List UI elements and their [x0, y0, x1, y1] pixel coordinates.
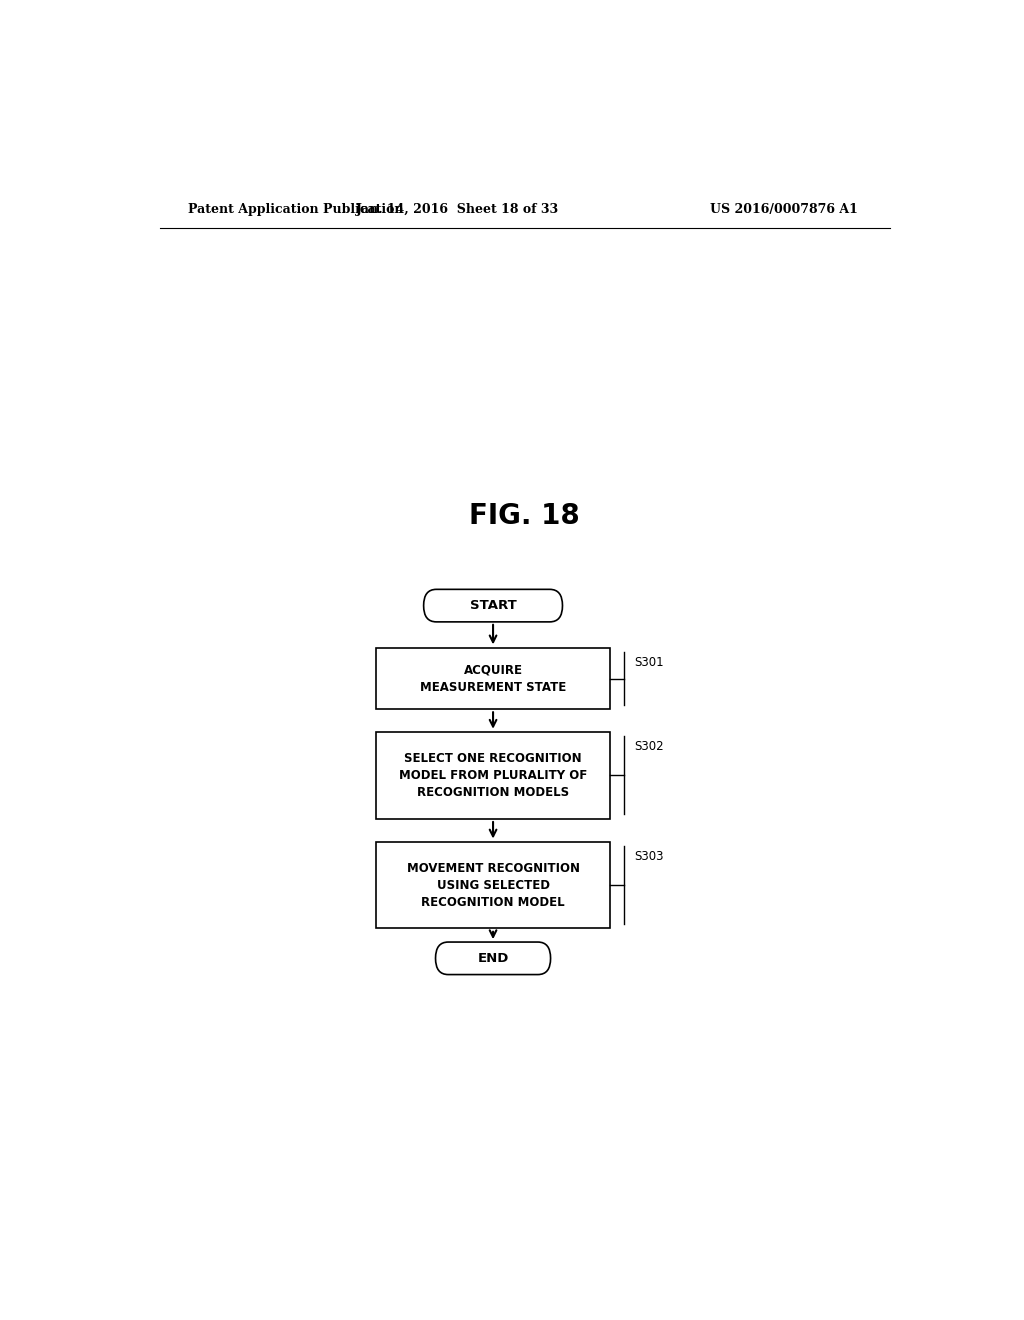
FancyBboxPatch shape	[376, 733, 610, 818]
Text: US 2016/0007876 A1: US 2016/0007876 A1	[711, 203, 858, 215]
Text: END: END	[477, 952, 509, 965]
Text: Jan. 14, 2016  Sheet 18 of 33: Jan. 14, 2016 Sheet 18 of 33	[355, 203, 559, 215]
Text: SELECT ONE RECOGNITION
MODEL FROM PLURALITY OF
RECOGNITION MODELS: SELECT ONE RECOGNITION MODEL FROM PLURAL…	[399, 752, 587, 799]
Text: ACQUIRE
MEASUREMENT STATE: ACQUIRE MEASUREMENT STATE	[420, 664, 566, 694]
FancyBboxPatch shape	[376, 842, 610, 928]
FancyBboxPatch shape	[424, 589, 562, 622]
Text: S301: S301	[634, 656, 664, 669]
Text: MOVEMENT RECOGNITION
USING SELECTED
RECOGNITION MODEL: MOVEMENT RECOGNITION USING SELECTED RECO…	[407, 862, 580, 908]
Text: START: START	[470, 599, 516, 612]
FancyBboxPatch shape	[376, 648, 610, 709]
Text: S303: S303	[634, 850, 664, 863]
Text: S302: S302	[634, 741, 664, 754]
Text: FIG. 18: FIG. 18	[469, 502, 581, 531]
FancyBboxPatch shape	[435, 942, 551, 974]
Text: Patent Application Publication: Patent Application Publication	[187, 203, 403, 215]
